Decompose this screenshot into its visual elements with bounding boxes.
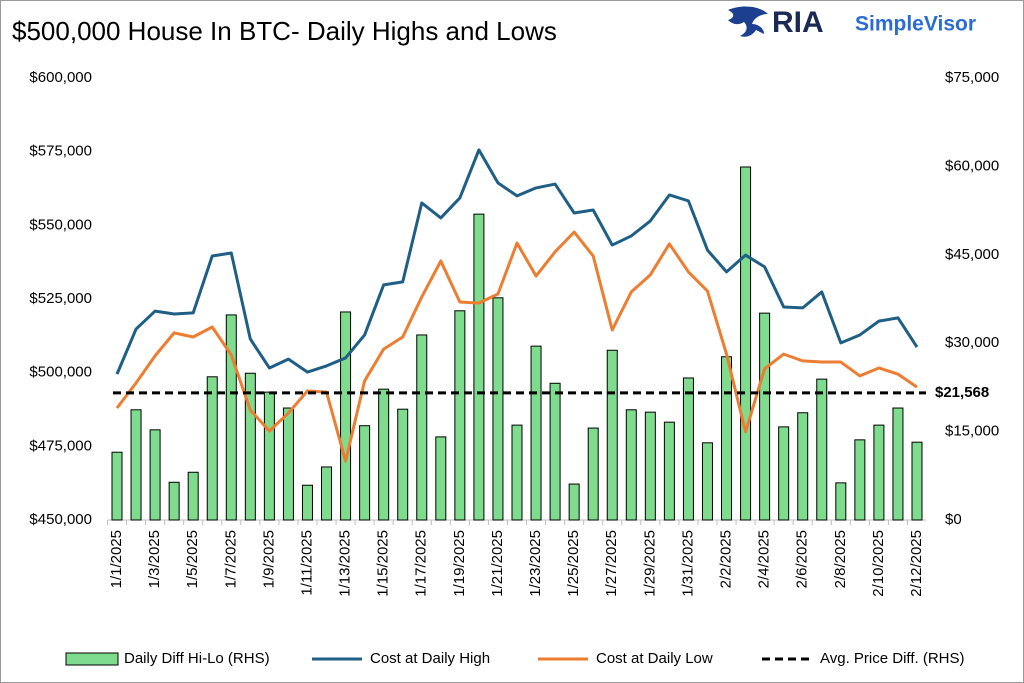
bar xyxy=(111,451,123,521)
bar xyxy=(301,484,313,521)
bar xyxy=(911,441,923,521)
bar xyxy=(663,421,675,521)
bar xyxy=(854,439,866,521)
bar xyxy=(187,471,199,521)
bar xyxy=(473,213,485,521)
x-tick-label: 1/11/2025 xyxy=(298,530,315,596)
y2-tick-label: $75,000 xyxy=(945,69,999,86)
bar xyxy=(168,481,180,521)
x-tick-label: 1/3/2025 xyxy=(146,530,163,588)
bar xyxy=(701,442,713,521)
y-tick-label: $525,000 xyxy=(29,290,92,307)
logo-mark xyxy=(728,6,768,37)
bar xyxy=(759,312,771,521)
legend-label: Cost at Daily High xyxy=(370,650,490,667)
brand-product: SimpleVisor xyxy=(855,13,976,36)
bar xyxy=(225,314,237,521)
legend-swatch xyxy=(65,652,119,666)
y-tick-label: $550,000 xyxy=(29,216,92,233)
x-tick-label: 2/8/2025 xyxy=(832,530,849,588)
bar xyxy=(359,425,371,521)
x-tick-label: 1/31/2025 xyxy=(679,530,696,597)
bar xyxy=(587,427,599,521)
bar xyxy=(244,372,256,521)
bar xyxy=(530,345,542,521)
brand-name: RIA xyxy=(772,6,824,39)
bar xyxy=(149,429,161,521)
bar xyxy=(873,424,885,521)
bar xyxy=(340,311,352,521)
bar xyxy=(816,378,828,521)
bar xyxy=(721,356,733,521)
bar xyxy=(625,409,637,521)
legend-label: Daily Diff Hi-Lo (RHS) xyxy=(124,650,270,667)
y-tick-label: $575,000 xyxy=(29,143,92,160)
bar xyxy=(321,466,333,521)
legend-label: Avg. Price Diff. (RHS) xyxy=(820,650,964,667)
bar xyxy=(454,310,466,521)
y2-tick-label: $60,000 xyxy=(945,157,999,174)
x-tick-label: 2/10/2025 xyxy=(870,530,887,597)
bar xyxy=(682,377,694,521)
chart-title: $500,000 House In BTC- Daily Highs and L… xyxy=(12,16,557,46)
line xyxy=(115,148,919,375)
bar xyxy=(606,349,618,521)
y-tick-label: $600,000 xyxy=(29,69,92,86)
x-tick-label: 1/7/2025 xyxy=(222,530,239,588)
x-tick-label: 1/9/2025 xyxy=(260,530,277,588)
x-tick-label: 1/29/2025 xyxy=(641,530,658,597)
bar xyxy=(435,436,447,521)
bar xyxy=(644,411,656,521)
y2-tick-label: $30,000 xyxy=(945,334,999,351)
logo: RIA SimpleVisor xyxy=(728,6,976,39)
bar xyxy=(378,388,390,521)
x-tick-label: 1/17/2025 xyxy=(413,530,430,597)
y-tick-label: $450,000 xyxy=(29,511,92,528)
y2-tick-label: $15,000 xyxy=(945,423,999,440)
y2-tick-label: $45,000 xyxy=(945,246,999,263)
reference-label: $21,568 xyxy=(935,384,989,401)
x-tick-label: 1/19/2025 xyxy=(451,530,468,597)
x-tick-label: 2/6/2025 xyxy=(794,530,811,588)
bar xyxy=(130,409,142,521)
bar xyxy=(511,424,523,521)
y-tick-label: $500,000 xyxy=(29,364,92,381)
y2-tick-label: $0 xyxy=(945,511,962,528)
x-tick-label: 1/13/2025 xyxy=(337,530,354,597)
y-tick-label: $475,000 xyxy=(29,437,92,454)
bar xyxy=(778,426,790,521)
x-tick-label: 2/4/2025 xyxy=(756,530,773,588)
x-tick-label: 1/5/2025 xyxy=(184,530,201,588)
bar xyxy=(492,297,504,521)
bar xyxy=(263,391,275,521)
x-tick-label: 1/23/2025 xyxy=(527,530,544,597)
bar xyxy=(835,482,847,521)
x-tick-label: 1/15/2025 xyxy=(375,530,392,597)
bar xyxy=(549,382,561,521)
bar xyxy=(282,407,294,521)
x-tick-label: 1/25/2025 xyxy=(565,530,582,597)
x-tick-label: 1/1/2025 xyxy=(108,530,125,588)
bar xyxy=(892,407,904,521)
bar xyxy=(206,376,218,521)
bar xyxy=(797,412,809,521)
x-tick-label: 1/27/2025 xyxy=(603,530,620,597)
legend-label: Cost at Daily Low xyxy=(596,650,713,667)
bar xyxy=(416,334,428,521)
x-tick-label: 1/21/2025 xyxy=(489,530,506,597)
x-tick-label: 2/12/2025 xyxy=(908,530,925,597)
x-tick-label: 2/2/2025 xyxy=(717,530,734,588)
bar xyxy=(568,483,580,521)
bar xyxy=(740,166,752,521)
bar xyxy=(397,408,409,521)
line xyxy=(115,230,918,463)
